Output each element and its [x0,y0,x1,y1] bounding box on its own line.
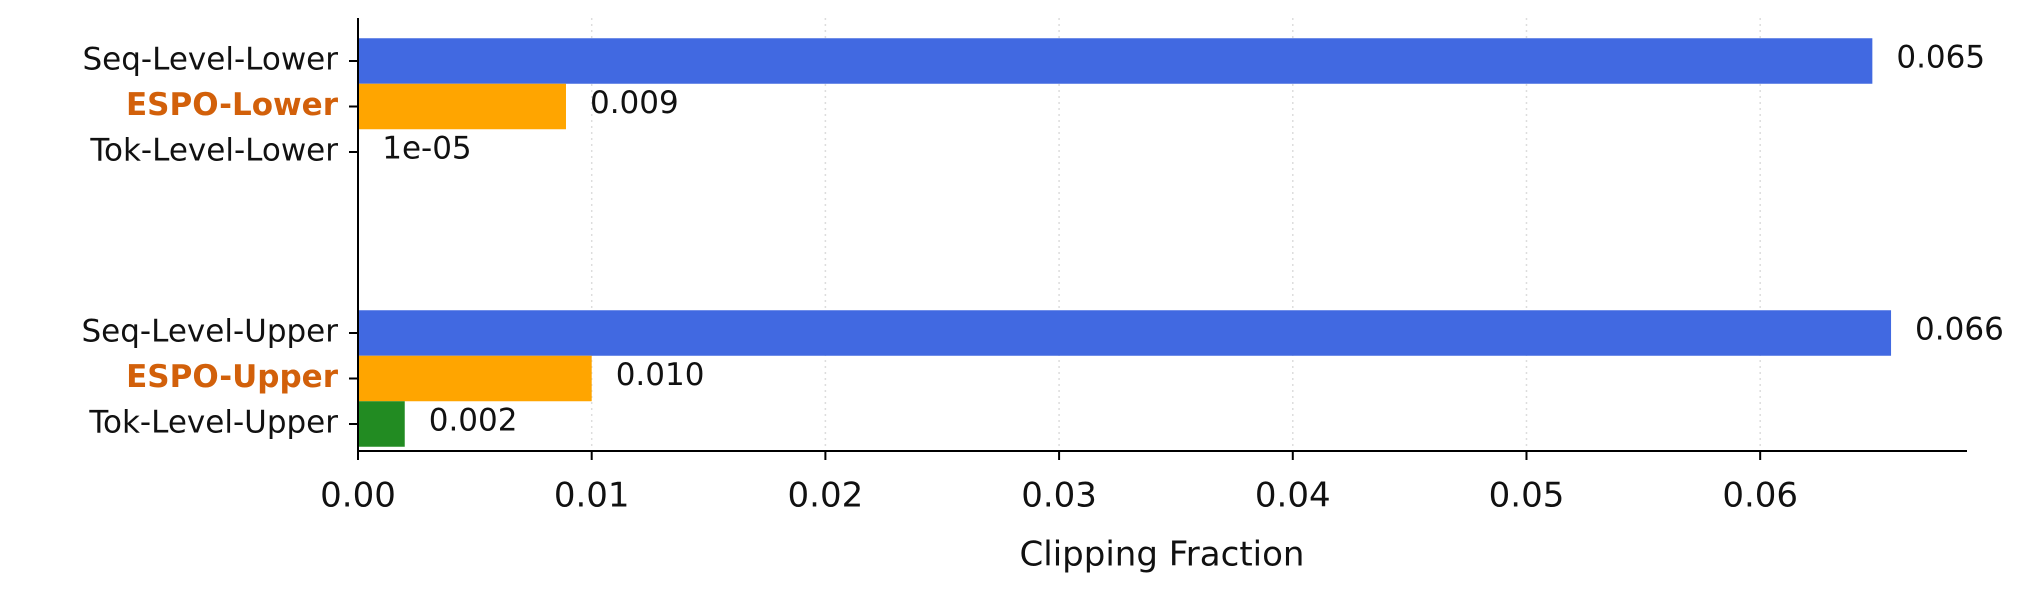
x-tick-label: 0.02 [788,476,864,516]
y-tick-label: ESPO-Upper [126,359,339,395]
value-label: 0.009 [590,85,679,121]
value-label: 0.002 [429,403,518,439]
x-tick-label: 0.04 [1255,476,1331,516]
y-tick-label: ESPO-Lower [126,87,339,123]
x-tick-label: 0.06 [1722,476,1798,516]
y-tick-label: Tok-Level-Upper [88,405,338,441]
bar [358,401,405,447]
bar [358,38,1873,84]
y-tick-label: Seq-Level-Lower [83,42,339,78]
x-tick-label: 0.05 [1489,476,1565,516]
x-axis-label: Clipping Fraction [1020,535,1305,575]
x-tick-label: 0.00 [320,476,396,516]
y-tick-label: Tok-Level-Lower [89,133,338,169]
bar [358,355,592,402]
bar [358,83,566,130]
x-tick-label: 0.03 [1021,476,1097,516]
y-tick-label: Seq-Level-Upper [82,314,339,350]
bar [358,310,1892,356]
x-tick-label: 0.01 [554,476,630,516]
value-label: 1e-05 [382,131,471,167]
value-label: 0.066 [1915,312,2004,348]
value-label: 0.065 [1896,40,1985,76]
value-label: 0.010 [616,357,705,393]
